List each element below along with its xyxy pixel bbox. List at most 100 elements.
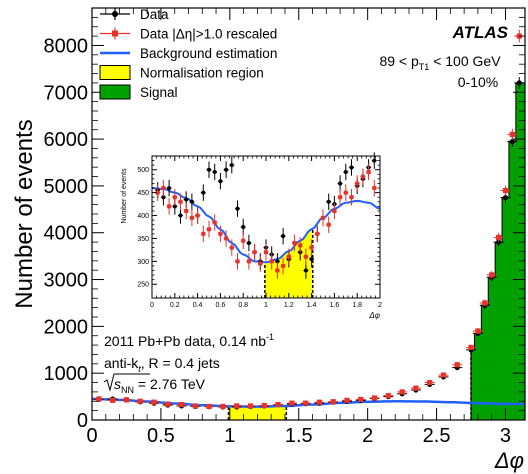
data-point <box>206 161 212 178</box>
rescaled-data-point <box>93 396 104 402</box>
y-tick-label: 300 <box>137 259 149 266</box>
data-point <box>217 172 223 190</box>
rescaled-data-point <box>206 221 212 238</box>
legend-entry: Background estimation <box>100 46 277 61</box>
rescaled-data-point <box>343 184 349 201</box>
legend-label: Background estimation <box>140 46 277 61</box>
rescaled-data-point <box>252 243 258 261</box>
legend: Data Data |Δη|>1.0 rescaled Background est… <box>99 7 277 100</box>
signal-histogram-fill <box>470 82 526 421</box>
rescaled-data-point <box>286 400 297 406</box>
rescaled-data-point <box>217 225 223 243</box>
data-point <box>212 163 218 181</box>
main-plot: 0 0.5 1 1.5 2 2.5 3 01000200030004000500060007… <box>11 7 526 473</box>
y-tick-label: 250 <box>137 282 149 289</box>
legend-entry: Normalisation region <box>99 65 264 81</box>
rescaled-data-point <box>328 399 339 405</box>
main-normalisation-region <box>227 405 288 420</box>
centrality-label: 0-10% <box>458 74 498 90</box>
y-tick-label: 8000 <box>44 35 89 57</box>
rescaled-data-point <box>149 399 160 405</box>
rescaled-data-point <box>135 398 146 404</box>
rescaled-data-point <box>280 257 286 275</box>
rescaled-data-point <box>240 232 246 249</box>
data-point <box>223 161 229 178</box>
y-tick-label: 3000 <box>44 270 89 292</box>
rescaled-data-point <box>397 389 408 395</box>
svg-text:sNN = 2.76 TeV: sNN = 2.76 TeV <box>114 376 206 395</box>
inset-plot: 0 0.2 0.4 0.6 0.8 1 1.2 1.4 1.6 1.8 2 250 300 350 400… <box>116 148 384 326</box>
x-tick-label: 0 <box>150 302 154 309</box>
dataset-label: 2011 Pb+Pb data, 0.14 nb-1 <box>104 332 274 349</box>
inset-background-curve <box>151 187 381 264</box>
rescaled-data-point <box>200 225 206 243</box>
rescaled-data-point <box>274 262 280 279</box>
data-point <box>280 227 286 245</box>
rescaled-data-point <box>223 230 229 247</box>
data-point <box>235 200 240 217</box>
rescaled-data-point <box>229 239 235 256</box>
main-background-curve <box>91 397 526 408</box>
rescaled-data-point <box>259 402 270 409</box>
inset-x-ticks: 0 0.2 0.4 0.6 0.8 1 1.2 1.4 1.6 1.8 2 <box>150 156 382 309</box>
rescaled-data-point <box>172 188 178 206</box>
rescaled-data-point <box>300 400 311 406</box>
rescaled-data-point <box>466 344 477 351</box>
x-tick-label: 3 <box>500 425 511 447</box>
main-x-axis-label: Δφ <box>494 448 524 473</box>
inset-x-axis-label: Δφ <box>368 311 380 320</box>
x-tick-label: 0.2 <box>170 302 180 309</box>
background-estimation-line <box>151 187 381 264</box>
rescaled-data-point <box>314 225 320 243</box>
annotations: ATLAS 89 < pT1 < 100 GeV 0-10% 2011 Pb+P… <box>103 23 509 395</box>
rescaled-data-point <box>354 175 360 192</box>
rescaled-data-point <box>326 216 332 233</box>
main-signal-histogram <box>470 82 526 421</box>
legend-label: Data <box>140 7 169 22</box>
x-tick-label: 1.6 <box>330 302 340 309</box>
pt-range-label: 89 < pT1 < 100 GeV <box>379 53 501 72</box>
rescaled-data-point <box>178 193 183 211</box>
data-point <box>343 163 349 181</box>
rescaled-data-point <box>297 237 303 254</box>
rescaled-data-point <box>269 253 275 270</box>
rescaled-data-point <box>337 188 343 206</box>
rescaled-data-point <box>486 270 497 279</box>
data-point <box>371 152 377 169</box>
y-tick-label: 4000 <box>44 223 89 245</box>
rescaled-data-point <box>360 168 366 185</box>
rescaled-data-point <box>355 396 366 402</box>
x-tick-label: 1.8 <box>352 302 362 309</box>
rescaled-data-point <box>366 163 372 181</box>
rescaled-data-point <box>183 202 189 220</box>
rescaled-data-point <box>341 397 352 403</box>
main-x-ticks: 0 0.5 1 1.5 2 2.5 3 <box>86 8 511 447</box>
data-point <box>326 193 332 211</box>
main-data-points <box>93 29 525 410</box>
x-tick-label: 1.2 <box>284 302 294 309</box>
legend-entry: Signal <box>99 84 178 100</box>
rescaled-data-point <box>286 248 292 266</box>
y-tick-label: 350 <box>137 236 149 243</box>
y-tick-label: 1000 <box>44 363 89 385</box>
rescaled-data-point <box>212 214 218 231</box>
rescaled-data-point <box>246 253 252 270</box>
rescaled-data-point <box>410 385 421 391</box>
x-tick-label: 1 <box>224 425 235 447</box>
rescaled-data-point <box>162 401 173 407</box>
x-tick-label: 0.4 <box>193 302 203 309</box>
inset-data-points <box>155 152 377 279</box>
y-tick-label: 450 <box>137 190 149 197</box>
rescaled-data-point <box>507 128 518 140</box>
x-tick-label: 0.5 <box>147 425 175 447</box>
rescaled-data-point <box>309 239 315 256</box>
inset-y-axis-label: Number of events <box>121 168 128 224</box>
legend-label: Normalisation region <box>140 66 264 81</box>
x-tick-label: 2 <box>378 302 382 309</box>
y-tick-label: 2000 <box>44 316 89 338</box>
inset-y-ticks: 250 300 350 400 450 500 <box>137 155 380 289</box>
rescaled-data-point <box>231 403 242 409</box>
energy-label: sNN = 2.76 TeV <box>103 373 206 395</box>
rescaled-data-point <box>195 207 201 224</box>
